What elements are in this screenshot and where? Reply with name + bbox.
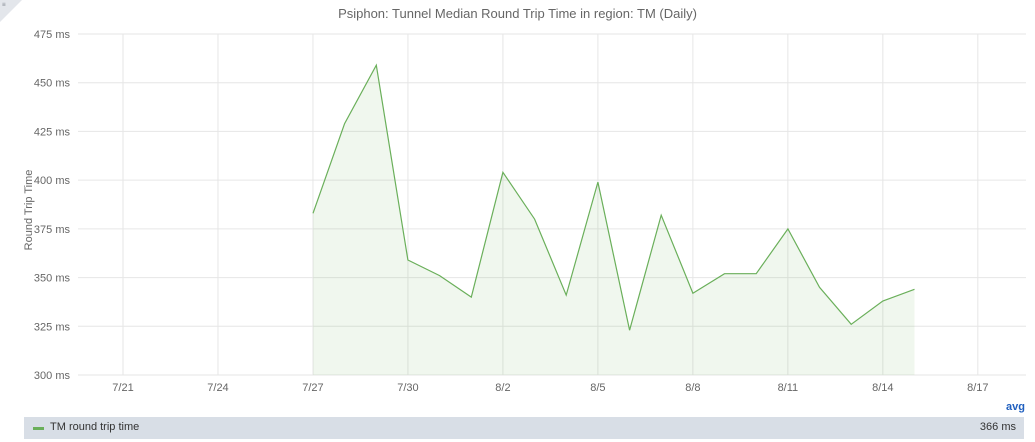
series-line — [312, 63, 915, 331]
y-tick-label: 375 ms — [34, 224, 71, 236]
legend-value: 366 ms — [979, 421, 1016, 433]
x-tick-label: 7/24 — [207, 382, 228, 394]
x-tick-label: 7/27 — [302, 382, 323, 394]
x-tick-label: 8/5 — [590, 382, 605, 394]
menu-icon[interactable]: ≡ — [2, 1, 6, 8]
legend-swatch — [33, 427, 44, 430]
series-area — [313, 65, 915, 375]
avg-toggle-button[interactable]: avg — [1006, 401, 1025, 413]
y-tick-label: 475 ms — [34, 29, 71, 41]
x-tick-label: 8/17 — [967, 382, 988, 394]
x-tick-label: 8/2 — [495, 382, 510, 394]
y-tick-label: 450 ms — [34, 78, 71, 90]
chart-title: Psiphon: Tunnel Median Round Trip Time i… — [338, 6, 697, 21]
chart-menu-corner[interactable] — [0, 0, 22, 22]
y-tick-label: 400 ms — [34, 175, 71, 187]
legend-bar[interactable]: TM round trip time 366 ms — [24, 417, 1024, 439]
y-tick-label: 325 ms — [34, 321, 71, 333]
y-tick-label: 425 ms — [34, 126, 71, 138]
y-tick-label: 300 ms — [34, 370, 71, 382]
x-tick-label: 7/21 — [112, 382, 133, 394]
x-tick-label: 7/30 — [397, 382, 418, 394]
chart-plot: 300 ms 325 ms 350 ms 375 ms 400 ms 425 ms 450 … — [23, 29, 1026, 394]
y-tick-label: 350 ms — [34, 273, 71, 285]
legend-label: TM round trip time — [50, 421, 140, 433]
x-tick-label: 8/11 — [778, 382, 799, 394]
x-tick-label: 8/8 — [685, 382, 700, 394]
x-tick-label: 8/14 — [872, 382, 893, 394]
y-axis-label: Round Trip Time — [23, 170, 35, 251]
